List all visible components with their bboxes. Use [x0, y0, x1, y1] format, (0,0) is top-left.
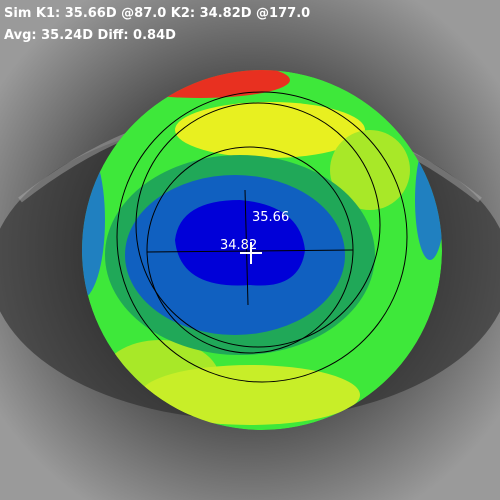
- zone-yellowgreen: [140, 365, 360, 425]
- zone-yellowgreen: [330, 130, 410, 210]
- axis-line: [244, 189, 249, 306]
- steep-value: 35.66: [252, 210, 289, 225]
- ring: [116, 91, 408, 383]
- rings: [116, 91, 408, 383]
- header-line: Avg: 35.24D Diff: 0.84D: [4, 28, 176, 43]
- header-line: Sim K1: 35.66D @87.0 K2: 34.82D @177.0: [4, 6, 310, 21]
- flat-value: 34.82: [220, 238, 257, 253]
- zone-yellow: [175, 102, 365, 158]
- ring: [135, 102, 381, 348]
- zone-blue: [175, 200, 305, 286]
- center-cross: [240, 242, 262, 264]
